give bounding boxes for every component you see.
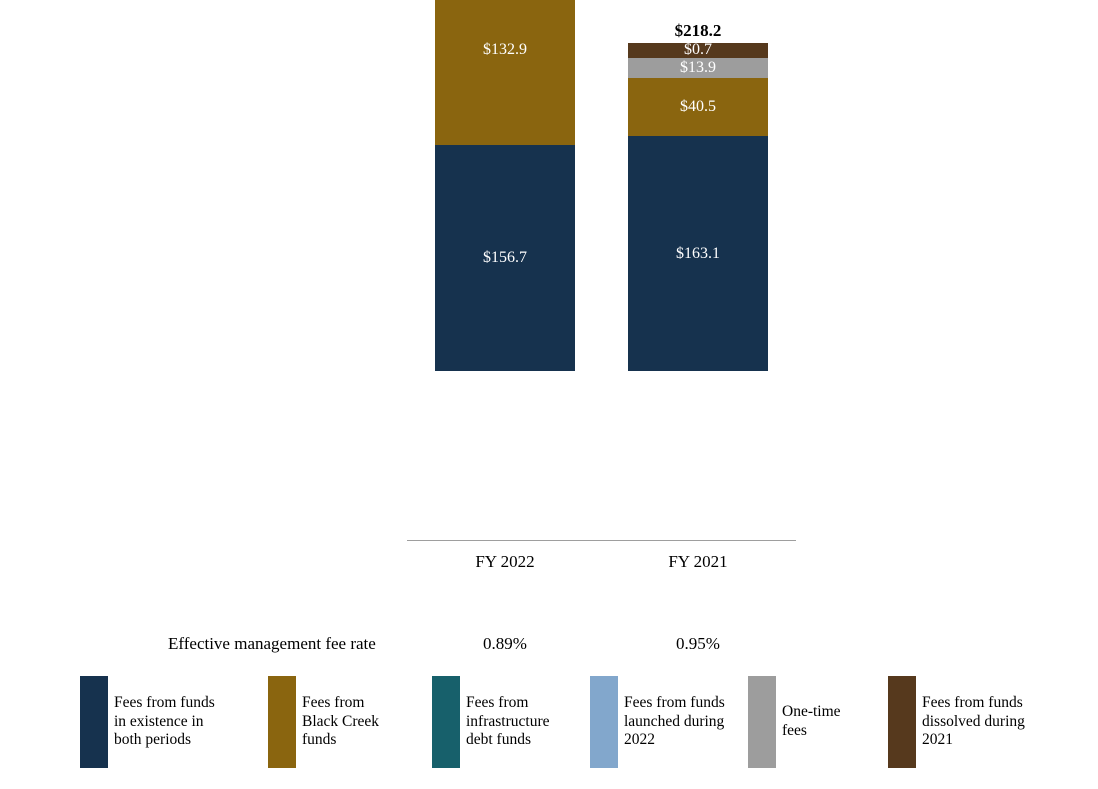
bar-segment: $132.9 [435,0,575,146]
bar-fy2022: $347.8 $156.7$132.9$36.2$17.2$4.8 [435,0,575,371]
segment-value-label: $0.7 [684,41,712,59]
legend-item: One-time fees [748,676,888,768]
bar-fy2021: $218.2 $163.1 $40.5 $13.9 $0.7 [628,21,768,371]
bar-segment: $163.1 [628,136,768,371]
fee-rate-value-fy2021: 0.95% [676,634,720,653]
legend-item: Fees from Black Creek funds [268,676,432,768]
segment-value-label: $132.9 [483,40,527,58]
legend-item: Fees from funds in existence in both per… [80,676,268,768]
fee-rate-value-fy2022: 0.89% [483,634,527,653]
legend-label: One-time fees [782,703,841,739]
segment-value-label: $163.1 [676,244,720,262]
legend-swatch [432,676,460,768]
legend-swatch [590,676,618,768]
bar-segment: $0.7 [628,41,768,59]
bar-segment: $13.9 [628,57,768,78]
legend-swatch [748,676,776,768]
legend-swatch [268,676,296,768]
legend: Fees from funds in existence in both per… [80,676,1088,768]
segment-value-label: $156.7 [483,249,527,267]
legend-label: Fees from infrastructure debt funds [466,693,550,749]
fee-rate-label: Effective management fee rate [168,634,376,653]
legend-item: Fees from infrastructure debt funds [432,676,590,768]
x-axis-label-fy2022: FY 2022 [475,552,535,571]
segment-value-label: $40.5 [680,97,716,115]
x-axis-line [407,540,796,541]
legend-swatch [80,676,108,768]
legend-label: Fees from funds dissolved during 2021 [922,693,1025,749]
bar-stack-fy2022: $156.7$132.9$36.2$17.2$4.8 [435,0,575,371]
legend-label: Fees from funds launched during 2022 [624,693,725,749]
legend-item: Fees from funds dissolved during 2021 [888,676,1088,768]
legend-swatch [888,676,916,768]
x-axis-label-fy2021: FY 2021 [668,552,728,571]
bar-stack-fy2021: $163.1 $40.5 $13.9 $0.7 [628,41,768,371]
legend-label: Fees from Black Creek funds [302,693,380,749]
stacked-bar-chart: $347.8 $156.7$132.9$36.2$17.2$4.8 $218.2… [407,0,796,571]
legend-item: Fees from funds launched during 2022 [590,676,748,768]
bar-total-fy2021: $218.2 [674,20,722,40]
segment-value-label: $13.9 [680,58,716,76]
legend-label: Fees from funds in existence in both per… [114,693,215,749]
bar-segment: $40.5 [628,77,768,137]
bar-segment: $156.7 [435,145,575,371]
